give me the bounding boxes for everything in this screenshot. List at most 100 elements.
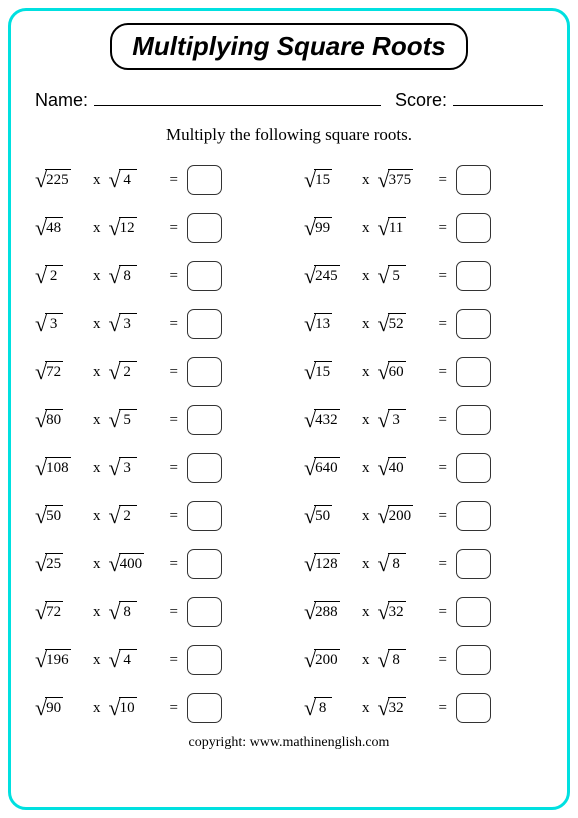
problem-row: √50x√200= — [304, 499, 543, 533]
problem-columns: √225x√4=√48x√12=√2x√8=√3x√3=√72x√2=√80x√… — [35, 163, 543, 725]
equals-symbol: = — [439, 364, 447, 381]
times-symbol: x — [93, 412, 101, 429]
times-symbol: x — [362, 652, 370, 669]
equals-symbol: = — [170, 700, 178, 717]
answer-box[interactable] — [456, 453, 491, 483]
header-row: Name: Score: — [35, 88, 543, 111]
times-symbol: x — [93, 556, 101, 573]
answer-box[interactable] — [187, 405, 222, 435]
problem-row: √2x√8= — [35, 259, 274, 293]
name-label: Name: — [35, 90, 88, 111]
equals-symbol: = — [439, 268, 447, 285]
equals-symbol: = — [170, 412, 178, 429]
problem-row: √90x√10= — [35, 691, 274, 725]
worksheet-page: Multiplying Square Roots Name: Score: Mu… — [8, 8, 570, 810]
sqrt-a: √200 — [304, 649, 340, 671]
answer-box[interactable] — [456, 693, 491, 723]
problem-row: √72x√2= — [35, 355, 274, 389]
times-symbol: x — [362, 460, 370, 477]
problem-row: √13x√52= — [304, 307, 543, 341]
equals-symbol: = — [170, 460, 178, 477]
answer-box[interactable] — [187, 645, 222, 675]
sqrt-b: √5 — [109, 409, 137, 431]
equals-symbol: = — [439, 316, 447, 333]
times-symbol: x — [362, 604, 370, 621]
answer-box[interactable] — [187, 213, 222, 243]
sqrt-b: √40 — [378, 457, 406, 479]
answer-box[interactable] — [187, 501, 222, 531]
problem-row: √196x√4= — [35, 643, 274, 677]
answer-box[interactable] — [187, 453, 222, 483]
sqrt-b: √32 — [378, 697, 406, 719]
times-symbol: x — [362, 220, 370, 237]
sqrt-b: √200 — [378, 505, 414, 527]
sqrt-b: √12 — [109, 217, 137, 239]
times-symbol: x — [93, 700, 101, 717]
sqrt-a: √15 — [304, 361, 332, 383]
equals-symbol: = — [170, 268, 178, 285]
name-input-line[interactable] — [94, 88, 381, 106]
sqrt-a: √640 — [304, 457, 340, 479]
answer-box[interactable] — [456, 165, 491, 195]
problem-row: √640 x √40 = — [304, 451, 543, 485]
sqrt-a: √90 — [35, 697, 63, 719]
equals-symbol: = — [439, 652, 447, 669]
sqrt-b: √400 — [109, 553, 145, 575]
answer-box[interactable] — [456, 501, 491, 531]
sqrt-a: √128 — [304, 553, 340, 575]
answer-box[interactable] — [456, 405, 491, 435]
sqrt-b: √8 — [378, 553, 406, 575]
title-box: Multiplying Square Roots — [110, 23, 467, 70]
sqrt-b: √5 — [378, 265, 406, 287]
sqrt-a: √99 — [304, 217, 332, 239]
problem-row: √432x√3= — [304, 403, 543, 437]
answer-box[interactable] — [456, 549, 491, 579]
answer-box[interactable] — [456, 261, 491, 291]
answer-box[interactable] — [456, 309, 491, 339]
answer-box[interactable] — [456, 597, 491, 627]
times-symbol: x — [362, 556, 370, 573]
sqrt-a: √80 — [35, 409, 63, 431]
sqrt-a: √432 — [304, 409, 340, 431]
problem-row: √8x√32= — [304, 691, 543, 725]
score-input-line[interactable] — [453, 88, 543, 106]
problem-row: √245x√5= — [304, 259, 543, 293]
equals-symbol: = — [439, 460, 447, 477]
answer-box[interactable] — [187, 693, 222, 723]
answer-box[interactable] — [456, 213, 491, 243]
sqrt-a: √225 — [35, 169, 71, 191]
sqrt-a: √72 — [35, 601, 63, 623]
sqrt-b: √60 — [378, 361, 406, 383]
answer-box[interactable] — [187, 357, 222, 387]
sqrt-a: √25 — [35, 553, 63, 575]
problem-row: √72x√8= — [35, 595, 274, 629]
answer-box[interactable] — [187, 165, 222, 195]
sqrt-a: √3 — [35, 313, 63, 335]
sqrt-a: √245 — [304, 265, 340, 287]
times-symbol: x — [362, 172, 370, 189]
problem-row: √128x√8= — [304, 547, 543, 581]
sqrt-b: √3 — [109, 313, 137, 335]
answer-box[interactable] — [187, 597, 222, 627]
equals-symbol: = — [439, 604, 447, 621]
sqrt-b: √3 — [109, 457, 137, 479]
sqrt-b: √52 — [378, 313, 406, 335]
sqrt-a: √288 — [304, 601, 340, 623]
answer-box[interactable] — [187, 261, 222, 291]
times-symbol: x — [362, 412, 370, 429]
sqrt-a: √108 — [35, 457, 71, 479]
answer-box[interactable] — [456, 357, 491, 387]
answer-box[interactable] — [456, 645, 491, 675]
sqrt-b: √32 — [378, 601, 406, 623]
equals-symbol: = — [439, 220, 447, 237]
answer-box[interactable] — [187, 549, 222, 579]
problem-row: √200x√8= — [304, 643, 543, 677]
answer-box[interactable] — [187, 309, 222, 339]
times-symbol: x — [93, 652, 101, 669]
times-symbol: x — [362, 316, 370, 333]
sqrt-b: √11 — [378, 217, 406, 239]
problem-row: √225x√4= — [35, 163, 274, 197]
equals-symbol: = — [439, 412, 447, 429]
sqrt-a: √8 — [304, 697, 332, 719]
times-symbol: x — [93, 508, 101, 525]
